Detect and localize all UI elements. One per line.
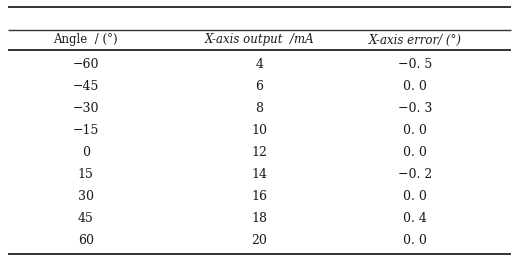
Text: 60: 60 (78, 234, 93, 247)
Text: −30: −30 (72, 103, 99, 116)
Text: 0. 0: 0. 0 (403, 234, 427, 247)
Text: 0. 0: 0. 0 (403, 124, 427, 138)
Text: −45: −45 (73, 80, 99, 93)
Text: 14: 14 (252, 169, 267, 181)
Text: 45: 45 (78, 212, 93, 226)
Text: 0. 0: 0. 0 (403, 80, 427, 93)
Text: −0. 2: −0. 2 (398, 169, 432, 181)
Text: 8: 8 (255, 103, 264, 116)
Text: −15: −15 (73, 124, 99, 138)
Text: −0. 3: −0. 3 (398, 103, 432, 116)
Text: Angle  / (°): Angle / (°) (53, 33, 118, 46)
Text: 0. 0: 0. 0 (403, 146, 427, 159)
Text: 10: 10 (252, 124, 267, 138)
Text: 0. 4: 0. 4 (403, 212, 427, 226)
Text: −60: −60 (72, 58, 99, 72)
Text: 16: 16 (252, 191, 267, 204)
Text: 20: 20 (252, 234, 267, 247)
Text: 0. 0: 0. 0 (403, 191, 427, 204)
Text: 30: 30 (78, 191, 93, 204)
Text: 15: 15 (78, 169, 93, 181)
Text: 18: 18 (252, 212, 267, 226)
Text: 0: 0 (81, 146, 90, 159)
Text: 6: 6 (255, 80, 264, 93)
Text: 12: 12 (252, 146, 267, 159)
Text: 4: 4 (255, 58, 264, 72)
Text: X-axis output  /mA: X-axis output /mA (204, 33, 315, 46)
Text: −0. 5: −0. 5 (398, 58, 432, 72)
Text: X-axis error/ (°): X-axis error/ (°) (368, 33, 462, 46)
